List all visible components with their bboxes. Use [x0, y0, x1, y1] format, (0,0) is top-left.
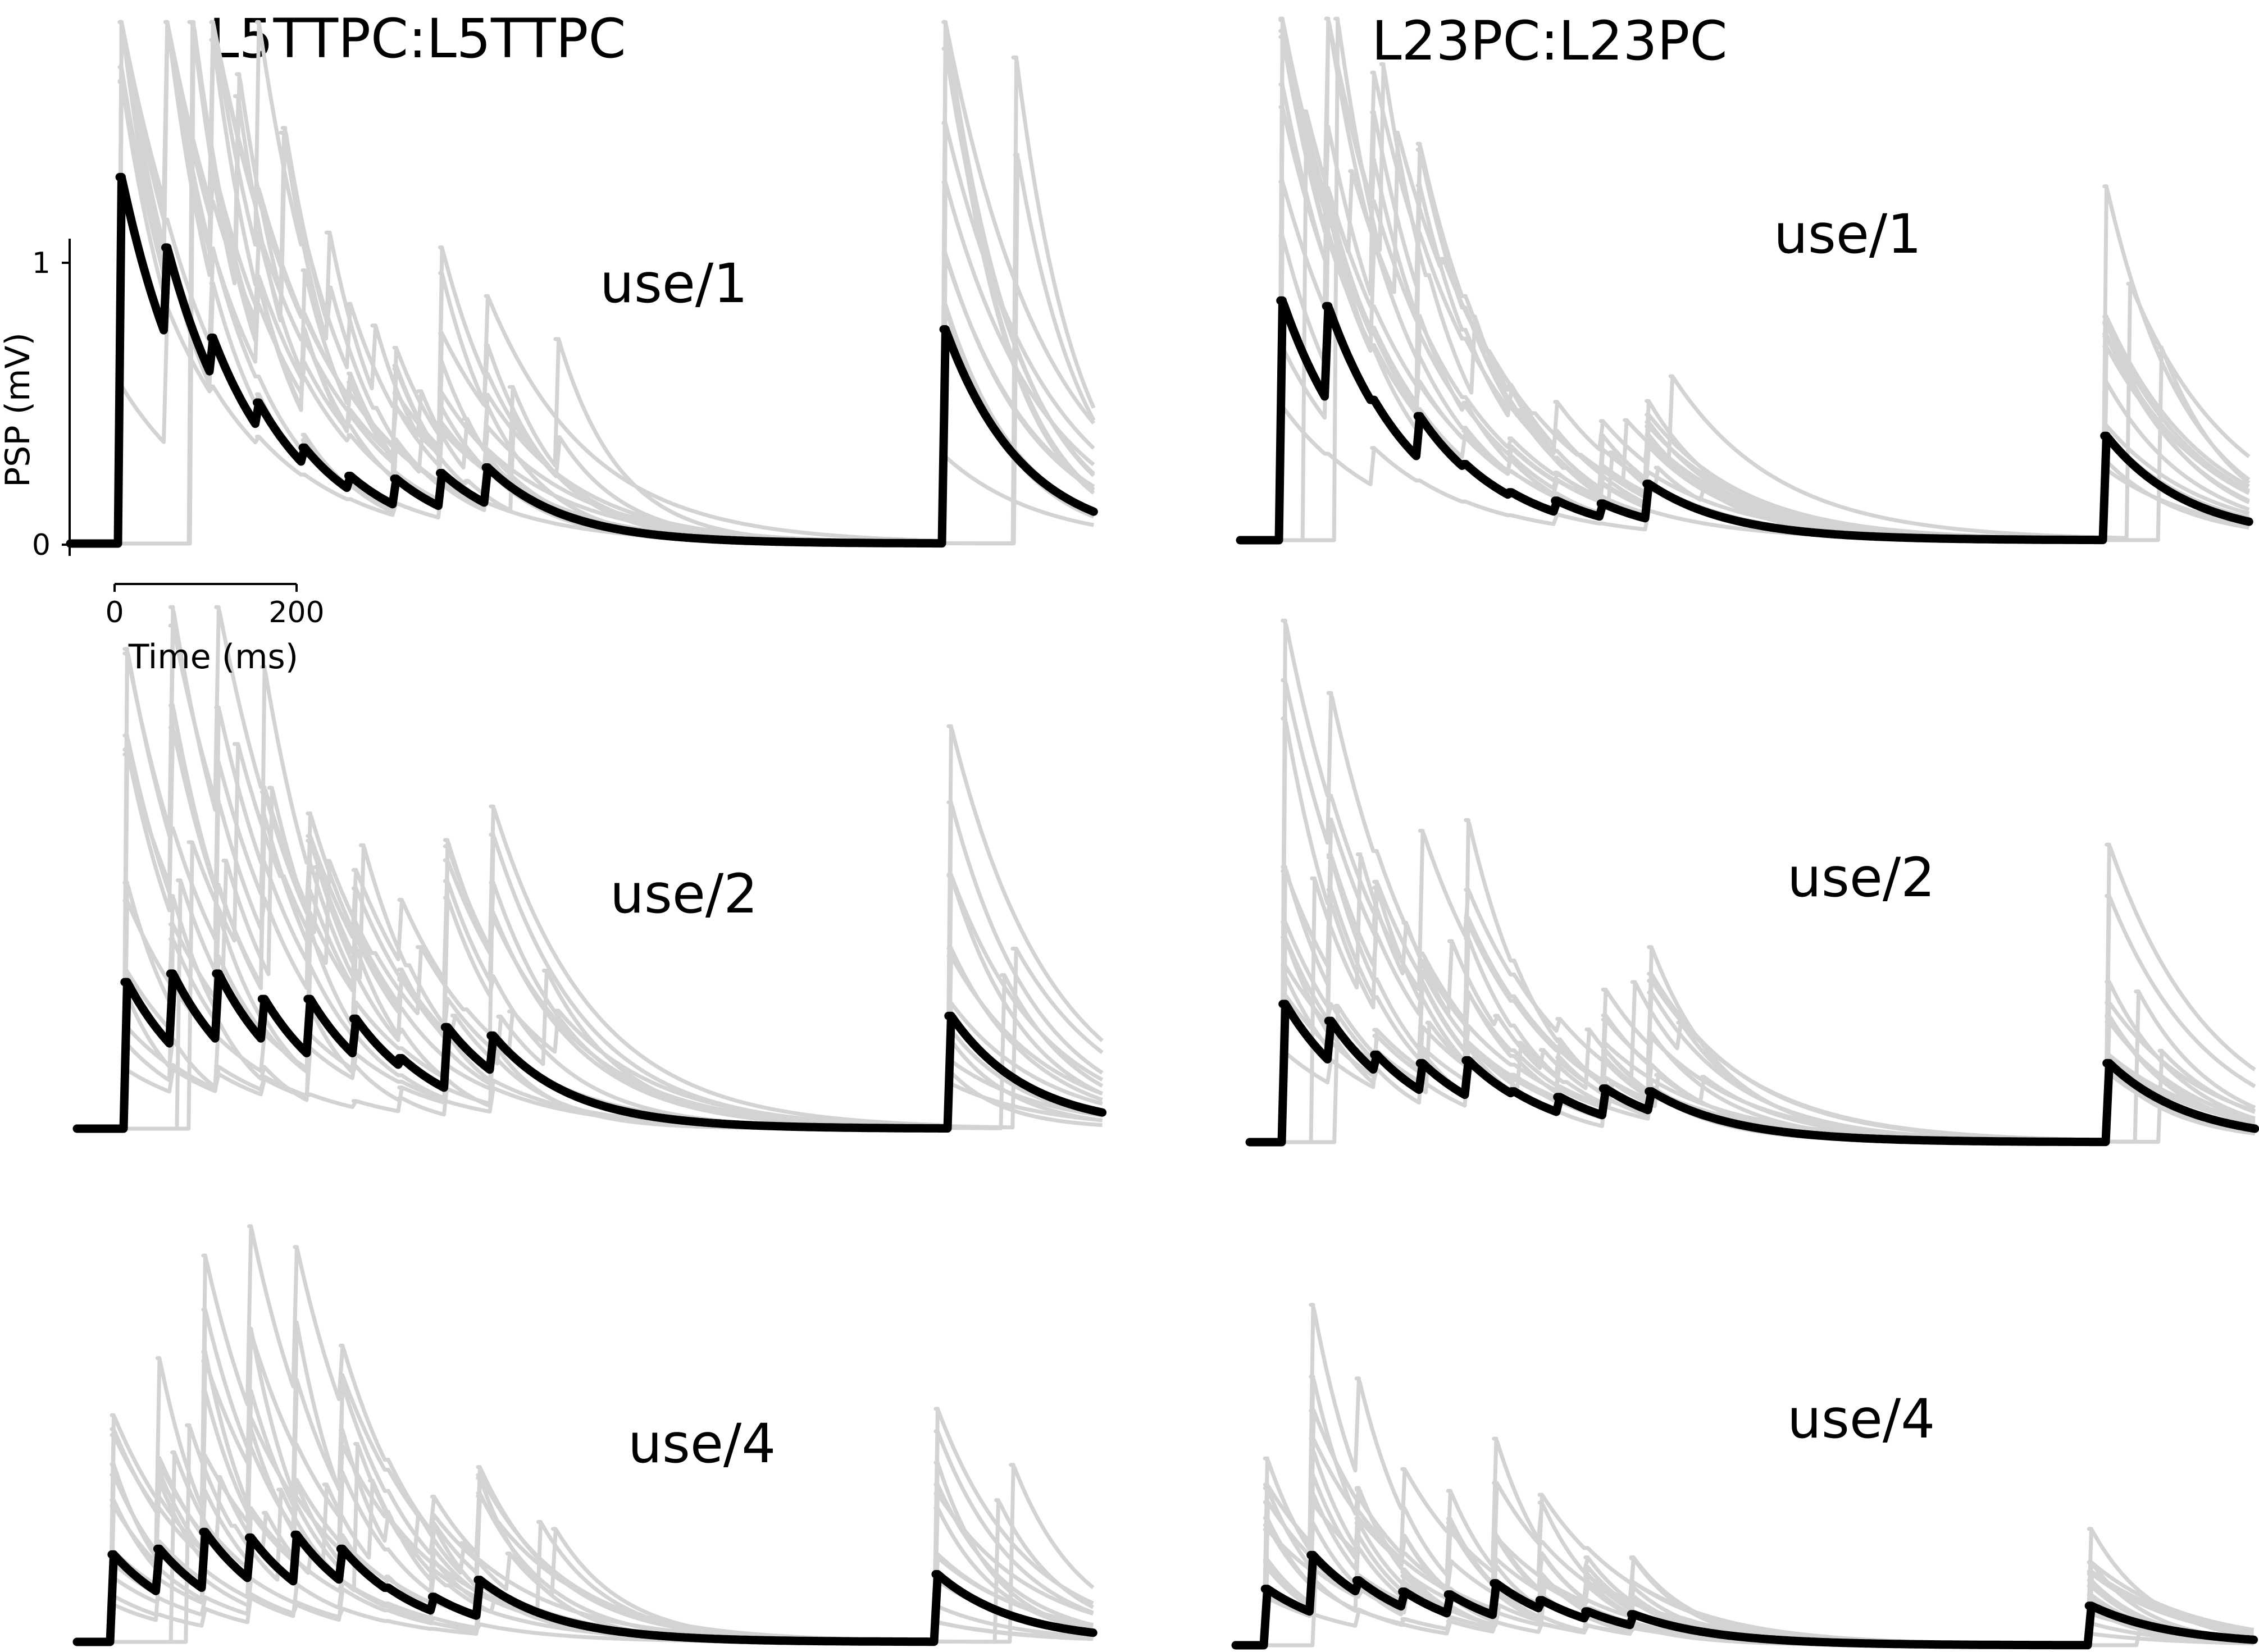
- mean-trace: [72, 1527, 1097, 1646]
- panel-label-l23pc-use2: use/2: [1787, 846, 1935, 909]
- panel-label-l5ttpc-use1: use/1: [600, 252, 748, 315]
- panel-l5ttpc-use4: [72, 1224, 1097, 1646]
- panel-l23pc-use2: [1245, 618, 2259, 1147]
- column-title-l23pc: L23PC:L23PC: [1372, 10, 1727, 72]
- panel-label-l23pc-use1: use/1: [1774, 203, 1921, 266]
- panel-label-l5ttpc-use4: use/4: [628, 1412, 776, 1475]
- panel-label-l5ttpc-use2: use/2: [610, 862, 758, 925]
- panel-label-l23pc-use4: use/4: [1787, 1388, 1935, 1450]
- panel-l5ttpc-use1: [66, 20, 1098, 548]
- mean-trace: [72, 969, 1107, 1133]
- individual-trace: [1240, 105, 2250, 542]
- panel-l5ttpc-use2: [72, 605, 1107, 1133]
- x-axis-label: Time (ms): [128, 637, 298, 677]
- column-title-l5ttpc: L5TTPC:L5TTPC: [209, 7, 626, 70]
- mean-trace: [1231, 1550, 2258, 1650]
- individual-trace: [1240, 109, 2251, 542]
- x-tick-label-200: 200: [268, 596, 324, 629]
- mean-trace: [1236, 296, 2253, 545]
- mean-trace: [1245, 1000, 2259, 1147]
- x-tick-label-0: 0: [105, 596, 124, 629]
- panel-l23pc-use1: [1236, 16, 2253, 545]
- scale-axes: 0 1 PSP (mV) 0 200 Time (ms): [0, 239, 325, 677]
- y-tick-label-1: 1: [32, 247, 51, 280]
- panel-l23pc-use4: [1231, 1303, 2258, 1650]
- y-axis-label: PSP (mV): [0, 332, 38, 487]
- y-tick-label-0: 0: [32, 528, 51, 562]
- mean-trace: [66, 172, 1098, 548]
